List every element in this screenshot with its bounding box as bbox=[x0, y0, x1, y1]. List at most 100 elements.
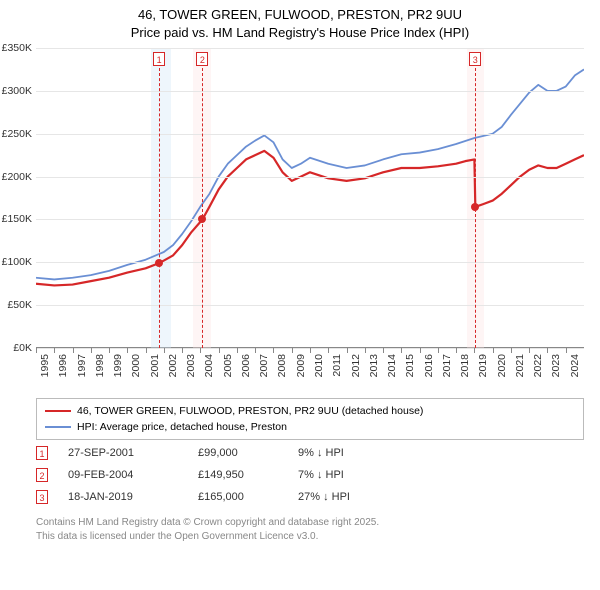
y-tick-label: £50K bbox=[7, 299, 32, 311]
x-tick-label: 2007 bbox=[258, 354, 270, 377]
event-marker-box: 2 bbox=[36, 468, 48, 482]
x-tick-mark bbox=[255, 348, 256, 353]
x-tick-mark bbox=[493, 348, 494, 353]
x-tick-mark bbox=[146, 348, 147, 353]
x-tick-mark bbox=[456, 348, 457, 353]
event-marker-dot bbox=[471, 203, 479, 211]
x-tick-label: 2000 bbox=[130, 354, 142, 377]
y-gridline bbox=[36, 134, 584, 135]
y-tick-label: £300K bbox=[2, 85, 32, 97]
x-tick-label: 2002 bbox=[167, 354, 179, 377]
footer-line: Contains HM Land Registry data © Crown c… bbox=[36, 516, 379, 530]
event-date: 27-SEP-2001 bbox=[68, 447, 178, 459]
x-tick-label: 2021 bbox=[514, 354, 526, 377]
legend: 46, TOWER GREEN, FULWOOD, PRESTON, PR2 9… bbox=[36, 398, 584, 440]
y-gridline bbox=[36, 262, 584, 263]
event-diff: 27% ↓ HPI bbox=[298, 491, 378, 503]
event-price: £165,000 bbox=[198, 491, 278, 503]
x-tick-label: 2013 bbox=[368, 354, 380, 377]
event-date: 18-JAN-2019 bbox=[68, 491, 178, 503]
x-tick-mark bbox=[91, 348, 92, 353]
y-gridline bbox=[36, 305, 584, 306]
x-tick-mark bbox=[237, 348, 238, 353]
y-tick-label: £150K bbox=[2, 213, 32, 225]
x-tick-label: 2001 bbox=[149, 354, 161, 377]
x-tick-mark bbox=[182, 348, 183, 353]
x-tick-label: 2018 bbox=[459, 354, 471, 377]
event-row: 2 09-FEB-2004 £149,950 7% ↓ HPI bbox=[36, 464, 584, 486]
event-date: 09-FEB-2004 bbox=[68, 469, 178, 481]
y-gridline bbox=[36, 91, 584, 92]
legend-label: 46, TOWER GREEN, FULWOOD, PRESTON, PR2 9… bbox=[77, 405, 423, 417]
x-tick-mark bbox=[200, 348, 201, 353]
title-block: 46, TOWER GREEN, FULWOOD, PRESTON, PR2 9… bbox=[0, 0, 600, 41]
series-line-hpi bbox=[36, 69, 584, 279]
x-tick-mark bbox=[54, 348, 55, 353]
event-marker-box: 1 bbox=[153, 52, 165, 66]
legend-swatch bbox=[45, 410, 71, 412]
chart-area: 123 £0K£50K£100K£150K£200K£250K£300K£350… bbox=[36, 48, 584, 398]
x-tick-mark bbox=[438, 348, 439, 353]
line-layer bbox=[36, 48, 584, 348]
x-tick-mark bbox=[511, 348, 512, 353]
x-tick-label: 2005 bbox=[222, 354, 234, 377]
y-tick-label: £250K bbox=[2, 128, 32, 140]
x-tick-label: 2023 bbox=[550, 354, 562, 377]
x-tick-mark bbox=[292, 348, 293, 353]
y-tick-label: £200K bbox=[2, 171, 32, 183]
x-tick-mark bbox=[474, 348, 475, 353]
title-line-2: Price paid vs. HM Land Registry's House … bbox=[0, 24, 600, 42]
x-tick-label: 2017 bbox=[441, 354, 453, 377]
x-tick-label: 2024 bbox=[569, 354, 581, 377]
event-marker-line bbox=[202, 68, 203, 348]
footer: Contains HM Land Registry data © Crown c… bbox=[36, 516, 379, 543]
x-tick-mark bbox=[547, 348, 548, 353]
x-tick-label: 2014 bbox=[386, 354, 398, 377]
x-tick-label: 1998 bbox=[94, 354, 106, 377]
event-marker-line bbox=[159, 68, 160, 348]
event-marker-dot bbox=[155, 259, 163, 267]
x-tick-mark bbox=[328, 348, 329, 353]
title-line-1: 46, TOWER GREEN, FULWOOD, PRESTON, PR2 9… bbox=[0, 6, 600, 24]
x-tick-label: 2016 bbox=[423, 354, 435, 377]
x-tick-mark bbox=[164, 348, 165, 353]
chart-container: 46, TOWER GREEN, FULWOOD, PRESTON, PR2 9… bbox=[0, 0, 600, 590]
x-tick-label: 2022 bbox=[532, 354, 544, 377]
event-marker-box: 2 bbox=[196, 52, 208, 66]
x-tick-mark bbox=[566, 348, 567, 353]
x-tick-mark bbox=[219, 348, 220, 353]
y-gridline bbox=[36, 177, 584, 178]
legend-row: 46, TOWER GREEN, FULWOOD, PRESTON, PR2 9… bbox=[45, 403, 575, 419]
legend-label: HPI: Average price, detached house, Pres… bbox=[77, 421, 287, 433]
x-tick-label: 2015 bbox=[404, 354, 416, 377]
y-gridline bbox=[36, 219, 584, 220]
x-tick-mark bbox=[109, 348, 110, 353]
x-tick-label: 2009 bbox=[295, 354, 307, 377]
x-tick-label: 2011 bbox=[331, 354, 343, 377]
x-tick-label: 2006 bbox=[240, 354, 252, 377]
legend-swatch bbox=[45, 426, 71, 428]
event-row: 1 27-SEP-2001 £99,000 9% ↓ HPI bbox=[36, 442, 584, 464]
x-tick-mark bbox=[420, 348, 421, 353]
x-tick-label: 2008 bbox=[276, 354, 288, 377]
y-tick-label: £0K bbox=[13, 342, 32, 354]
events-table: 1 27-SEP-2001 £99,000 9% ↓ HPI 2 09-FEB-… bbox=[36, 442, 584, 508]
x-tick-label: 1999 bbox=[112, 354, 124, 377]
x-tick-label: 1996 bbox=[57, 354, 69, 377]
x-tick-label: 2012 bbox=[350, 354, 362, 377]
event-marker-box: 3 bbox=[469, 52, 481, 66]
series-line-price_paid bbox=[36, 151, 584, 286]
x-tick-mark bbox=[383, 348, 384, 353]
y-tick-label: £350K bbox=[2, 42, 32, 54]
event-marker-box: 3 bbox=[36, 490, 48, 504]
x-tick-mark bbox=[529, 348, 530, 353]
x-tick-mark bbox=[347, 348, 348, 353]
event-diff: 7% ↓ HPI bbox=[298, 469, 378, 481]
x-tick-label: 1995 bbox=[39, 354, 51, 377]
footer-line: This data is licensed under the Open Gov… bbox=[36, 530, 379, 544]
x-tick-mark bbox=[365, 348, 366, 353]
event-marker-dot bbox=[198, 215, 206, 223]
x-tick-label: 2020 bbox=[496, 354, 508, 377]
event-diff: 9% ↓ HPI bbox=[298, 447, 378, 459]
y-tick-label: £100K bbox=[2, 256, 32, 268]
